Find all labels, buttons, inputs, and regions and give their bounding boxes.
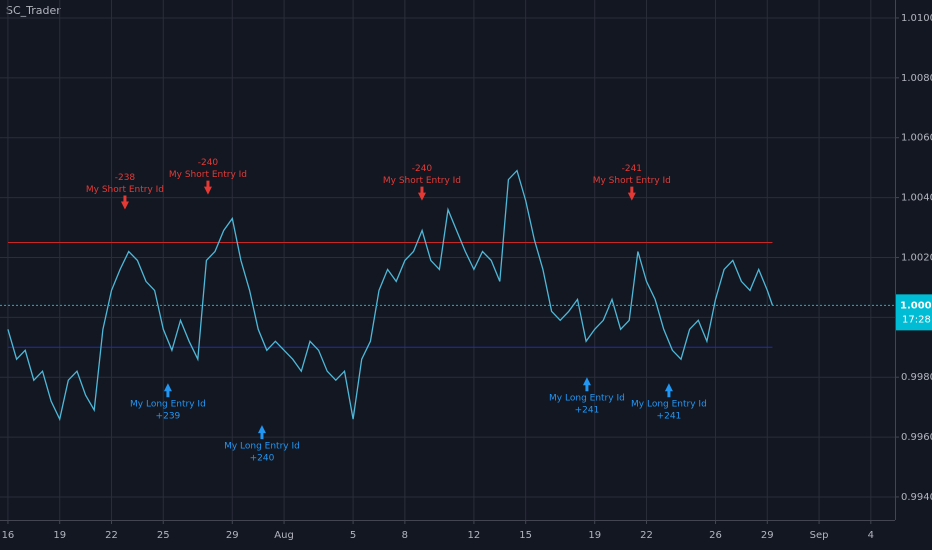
signal-id: +240	[250, 454, 275, 464]
x-tick-label: Sep	[810, 530, 829, 541]
x-tick-label: 8	[402, 530, 408, 541]
x-tick-label: 19	[588, 530, 601, 541]
y-tick-label: 1.0040	[901, 193, 932, 204]
short-arrow	[627, 186, 636, 201]
signal-id: +241	[657, 412, 682, 422]
signal-text: My Short Entry Id	[86, 185, 164, 195]
price-line	[7, 169, 774, 422]
short-arrow	[120, 195, 129, 210]
signal-text: My Long Entry Id	[224, 442, 300, 452]
x-tick-label: Aug	[274, 530, 294, 541]
countdown-label: 17:28	[902, 314, 931, 325]
signal-text: My Long Entry Id	[549, 394, 625, 404]
signal-id: -240	[198, 158, 219, 168]
x-tick-label: 29	[761, 530, 774, 541]
y-tick-label: 0.9980	[901, 372, 932, 383]
y-tick-label: 1.0020	[901, 252, 932, 263]
y-tick-label: 1.0060	[901, 133, 932, 144]
signal-id: -238	[115, 173, 136, 183]
short-arrow	[417, 186, 426, 201]
long-arrow	[582, 377, 591, 392]
x-tick-label: 22	[105, 530, 118, 541]
y-tick-label: 1.0080	[901, 73, 932, 84]
x-tick-label: 12	[468, 530, 481, 541]
x-tick-label: 15	[519, 530, 532, 541]
long-arrow	[257, 425, 266, 440]
x-tick-label: 25	[157, 530, 170, 541]
signal-id: -241	[622, 164, 642, 174]
x-tick-label: 22	[640, 530, 653, 541]
x-tick-label: 29	[226, 530, 239, 541]
signal-text: My Short Entry Id	[169, 170, 247, 180]
x-tick-label: 19	[53, 530, 66, 541]
signal-text: My Short Entry Id	[593, 176, 671, 186]
x-tick-label: 5	[350, 530, 356, 541]
long-arrow	[163, 383, 172, 398]
x-tick-label: 4	[868, 530, 874, 541]
x-tick-label: 26	[709, 530, 722, 541]
signal-text: My Short Entry Id	[383, 176, 461, 186]
long-arrow	[664, 383, 673, 398]
signal-text: My Long Entry Id	[631, 400, 707, 410]
last-price-label: 1.0004	[900, 300, 932, 311]
signal-id: +241	[575, 406, 600, 416]
signal-id: -240	[412, 164, 433, 174]
chart-title: SC_Trader	[6, 4, 61, 17]
signal-id: +239	[156, 412, 181, 422]
short-arrow	[203, 180, 212, 195]
x-tick-label: 16	[2, 530, 15, 541]
last-price-box	[896, 294, 932, 331]
signal-text: My Long Entry Id	[130, 400, 206, 410]
y-tick-label: 1.0100	[901, 13, 932, 24]
